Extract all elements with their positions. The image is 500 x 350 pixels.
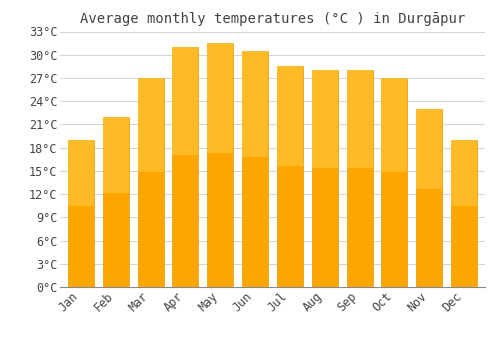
Bar [207, 43, 234, 153]
Bar [416, 109, 442, 189]
Bar [68, 140, 94, 287]
Bar [172, 47, 199, 155]
Bar [68, 140, 94, 206]
Bar [102, 117, 129, 287]
Bar [138, 78, 164, 287]
Bar [102, 117, 129, 193]
Bar [242, 51, 268, 287]
Bar [451, 140, 477, 206]
Bar [138, 78, 164, 172]
Bar [451, 140, 477, 287]
Bar [277, 66, 303, 287]
Bar [382, 78, 407, 287]
Bar [277, 66, 303, 166]
Bar [312, 70, 338, 287]
Bar [242, 51, 268, 157]
Bar [382, 78, 407, 172]
Bar [207, 43, 234, 287]
Bar [346, 70, 372, 287]
Title: Average monthly temperatures (°C ) in Durgāpur: Average monthly temperatures (°C ) in Du… [80, 12, 465, 26]
Bar [416, 109, 442, 287]
Bar [346, 70, 372, 168]
Bar [312, 70, 338, 168]
Bar [172, 47, 199, 287]
